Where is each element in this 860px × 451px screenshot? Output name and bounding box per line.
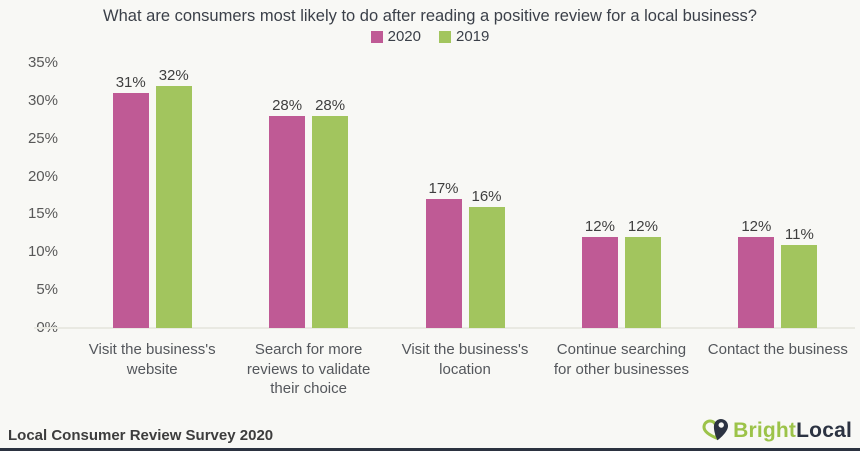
legend-item-2019: 2019 [439, 28, 489, 45]
y-axis-tick-label: 10% [27, 243, 58, 261]
bar-value-label: 12% [627, 218, 658, 236]
y-axis-tick-label: 25% [27, 129, 58, 147]
y-axis-tick-label: 15% [27, 205, 58, 223]
legend-swatch [370, 30, 383, 43]
legend-swatch [439, 30, 451, 43]
source-label: Local Consumer Review Survey 2020 [8, 427, 274, 444]
bar-value-label: 31% [115, 74, 146, 92]
bar-value-label: 16% [471, 187, 502, 205]
bar-value-label: 11% [784, 225, 814, 243]
plot-area: 31% 32% 28% 28% 17% 16% 12% 12% 12% 11% [74, 63, 856, 328]
bar-value-label: 32% [158, 66, 189, 84]
bar-2019: 12% [624, 218, 661, 328]
bar-group: 28% 28% [230, 63, 386, 328]
bar-2020: 12% [738, 218, 775, 328]
y-axis-tick-label: 5% [36, 281, 58, 299]
x-axis-category-label: Visit the business's location [401, 341, 529, 378]
brand-logo: BrightLocal [700, 415, 852, 447]
bar-group: 17% 16% [387, 63, 543, 328]
y-axis-tick-label: 30% [27, 91, 58, 109]
x-axis-category-label: Visit the business's website [88, 341, 216, 378]
bar-value-label: 12% [741, 218, 772, 236]
bar-2019: 32% [155, 67, 192, 328]
x-axis-category-label: Contact the business [707, 341, 848, 358]
x-axis-category-label: Search for more reviews to validate thei… [246, 341, 371, 397]
map-pin-icon [702, 419, 729, 441]
x-axis-labels: Visit the business's website Search for m… [74, 340, 856, 399]
bar-value-label: 28% [315, 97, 346, 114]
y-axis-tick-label: 35% [27, 54, 58, 71]
legend-label: 2019 [456, 28, 490, 45]
bar-value-label: 28% [272, 97, 303, 114]
bottom-border [0, 448, 860, 451]
bar-group: 12% 12% [543, 63, 699, 328]
legend-item-2020: 2020 [370, 28, 421, 45]
y-axis: 0% 5% 10% 15% 20% 25% 30% 35% [0, 54, 58, 336]
bar-2020: 12% [581, 218, 618, 328]
x-axis-category-label: Continue searching for other businesses [553, 341, 689, 378]
bar-group: 31% 32% [74, 63, 230, 328]
legend: 2020 2019 [0, 28, 860, 45]
bar-2020: 17% [425, 180, 462, 328]
logo-text-local: Local [796, 419, 852, 442]
chart-title: What are consumers most likely to do aft… [103, 7, 757, 25]
y-axis-tick-label: 20% [27, 167, 58, 185]
bar-value-label: 17% [428, 180, 459, 198]
logo-text-bright: Bright [733, 419, 797, 442]
legend-label: 2020 [387, 28, 421, 45]
bar-value-label: 12% [584, 218, 615, 236]
bar-group: 12% 11% [700, 63, 856, 328]
x-axis-line [34, 327, 855, 329]
bar-2020: 31% [112, 74, 149, 328]
bar-2019: 11% [781, 226, 818, 328]
bar-2020: 28% [269, 97, 306, 328]
bar-2019: 16% [468, 188, 505, 328]
bar-2019: 28% [312, 97, 349, 328]
